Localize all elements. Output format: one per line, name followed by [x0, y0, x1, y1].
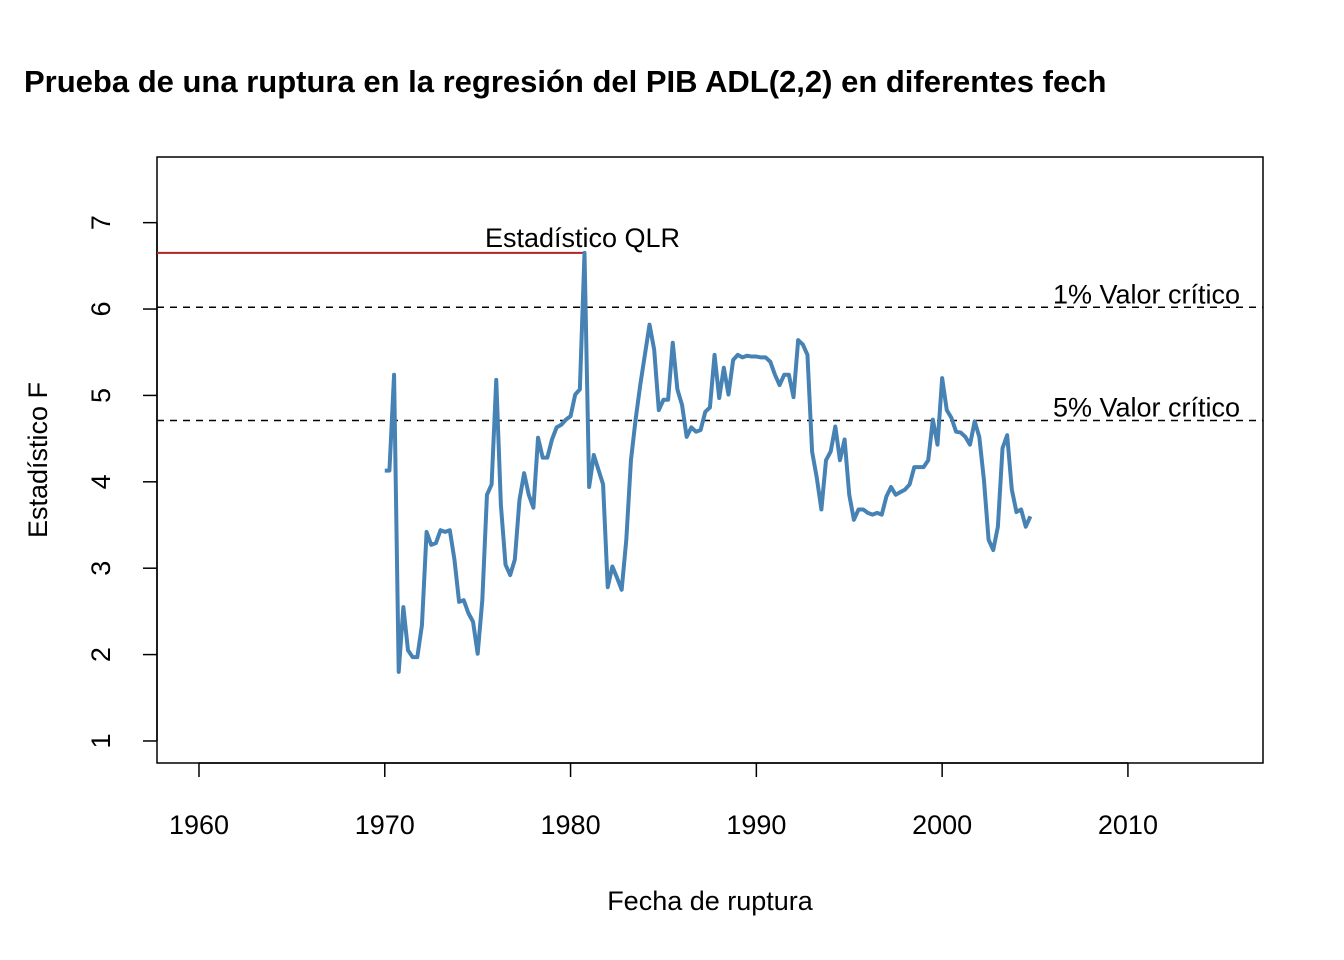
x-tick-label: 1980 [541, 810, 601, 840]
x-axis-title: Fecha de ruptura [607, 886, 814, 916]
x-tick-label: 2010 [1098, 810, 1158, 840]
y-tick-label: 1 [86, 733, 116, 748]
y-tick-label: 2 [86, 647, 116, 662]
critical-value-label: 5% Valor crítico [1053, 392, 1240, 422]
critical-value-label: 1% Valor crítico [1053, 279, 1240, 309]
y-tick-label: 3 [86, 561, 116, 576]
y-tick-label: 6 [86, 302, 116, 317]
y-tick-label: 7 [86, 215, 116, 230]
qlr-label: Estadístico QLR [485, 223, 680, 253]
x-tick-label: 1990 [726, 810, 786, 840]
x-tick-label: 1970 [355, 810, 415, 840]
chart-title: Prueba de una ruptura en la regresión de… [24, 64, 1106, 99]
y-tick-label: 4 [86, 474, 116, 489]
series-line [384, 250, 1033, 674]
y-axis-title: Estadístico F [23, 382, 53, 538]
x-tick-label: 2000 [912, 810, 972, 840]
x-tick-label: 1960 [169, 810, 229, 840]
plot-frame [156, 156, 1264, 764]
y-tick-label: 5 [86, 388, 116, 403]
